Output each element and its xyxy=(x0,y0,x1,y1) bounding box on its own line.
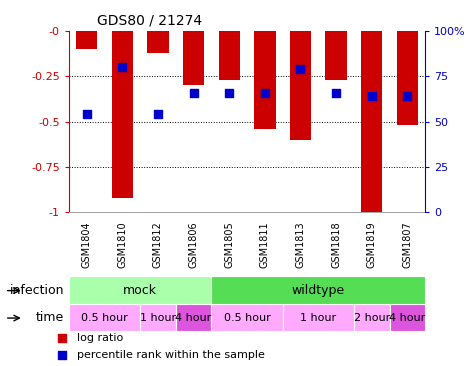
Point xyxy=(154,112,162,117)
Bar xyxy=(183,31,204,86)
Text: 2 hour: 2 hour xyxy=(353,313,390,322)
Point xyxy=(225,90,233,96)
Text: GSM1804: GSM1804 xyxy=(82,221,92,268)
Text: mock: mock xyxy=(123,284,157,296)
Point xyxy=(83,112,90,117)
Point xyxy=(332,90,340,96)
Text: infection: infection xyxy=(10,284,64,296)
Bar xyxy=(254,31,276,129)
Text: GSM1818: GSM1818 xyxy=(331,221,341,268)
Text: GSM1812: GSM1812 xyxy=(153,221,163,268)
Text: 1 hour: 1 hour xyxy=(300,313,336,322)
Bar xyxy=(397,31,418,125)
Text: GSM1811: GSM1811 xyxy=(260,221,270,268)
Point xyxy=(368,93,375,99)
Text: GSM1813: GSM1813 xyxy=(295,221,305,268)
Bar xyxy=(361,31,382,212)
Text: 0.5 hour: 0.5 hour xyxy=(81,313,128,322)
Bar xyxy=(69,276,211,304)
Point xyxy=(58,335,66,341)
Point xyxy=(190,90,198,96)
Bar xyxy=(211,304,283,331)
Point xyxy=(296,66,304,72)
Text: 0.5 hour: 0.5 hour xyxy=(224,313,270,322)
Bar xyxy=(76,31,97,49)
Text: GSM1805: GSM1805 xyxy=(224,221,234,268)
Bar xyxy=(176,304,211,331)
Point xyxy=(58,352,66,358)
Bar xyxy=(325,31,347,80)
Bar xyxy=(354,304,390,331)
Text: log ratio: log ratio xyxy=(77,333,123,343)
Text: percentile rank within the sample: percentile rank within the sample xyxy=(77,351,265,361)
Bar xyxy=(290,31,311,140)
Text: GDS80 / 21274: GDS80 / 21274 xyxy=(97,14,202,27)
Text: GSM1806: GSM1806 xyxy=(189,221,199,268)
Bar xyxy=(112,31,133,198)
Point xyxy=(261,90,269,96)
Text: 4 hour: 4 hour xyxy=(175,313,212,322)
Bar xyxy=(211,276,425,304)
Bar xyxy=(140,304,176,331)
Text: GSM1810: GSM1810 xyxy=(117,221,127,268)
Point xyxy=(403,93,411,99)
Bar xyxy=(390,304,425,331)
Bar xyxy=(69,304,140,331)
Text: GSM1819: GSM1819 xyxy=(367,221,377,268)
Text: 4 hour: 4 hour xyxy=(389,313,426,322)
Text: wildtype: wildtype xyxy=(292,284,345,296)
Bar xyxy=(218,31,240,80)
Text: GSM1807: GSM1807 xyxy=(402,221,412,268)
Text: time: time xyxy=(36,311,64,324)
Text: 1 hour: 1 hour xyxy=(140,313,176,322)
Point xyxy=(119,64,126,70)
Bar xyxy=(147,31,169,53)
Bar xyxy=(283,304,354,331)
